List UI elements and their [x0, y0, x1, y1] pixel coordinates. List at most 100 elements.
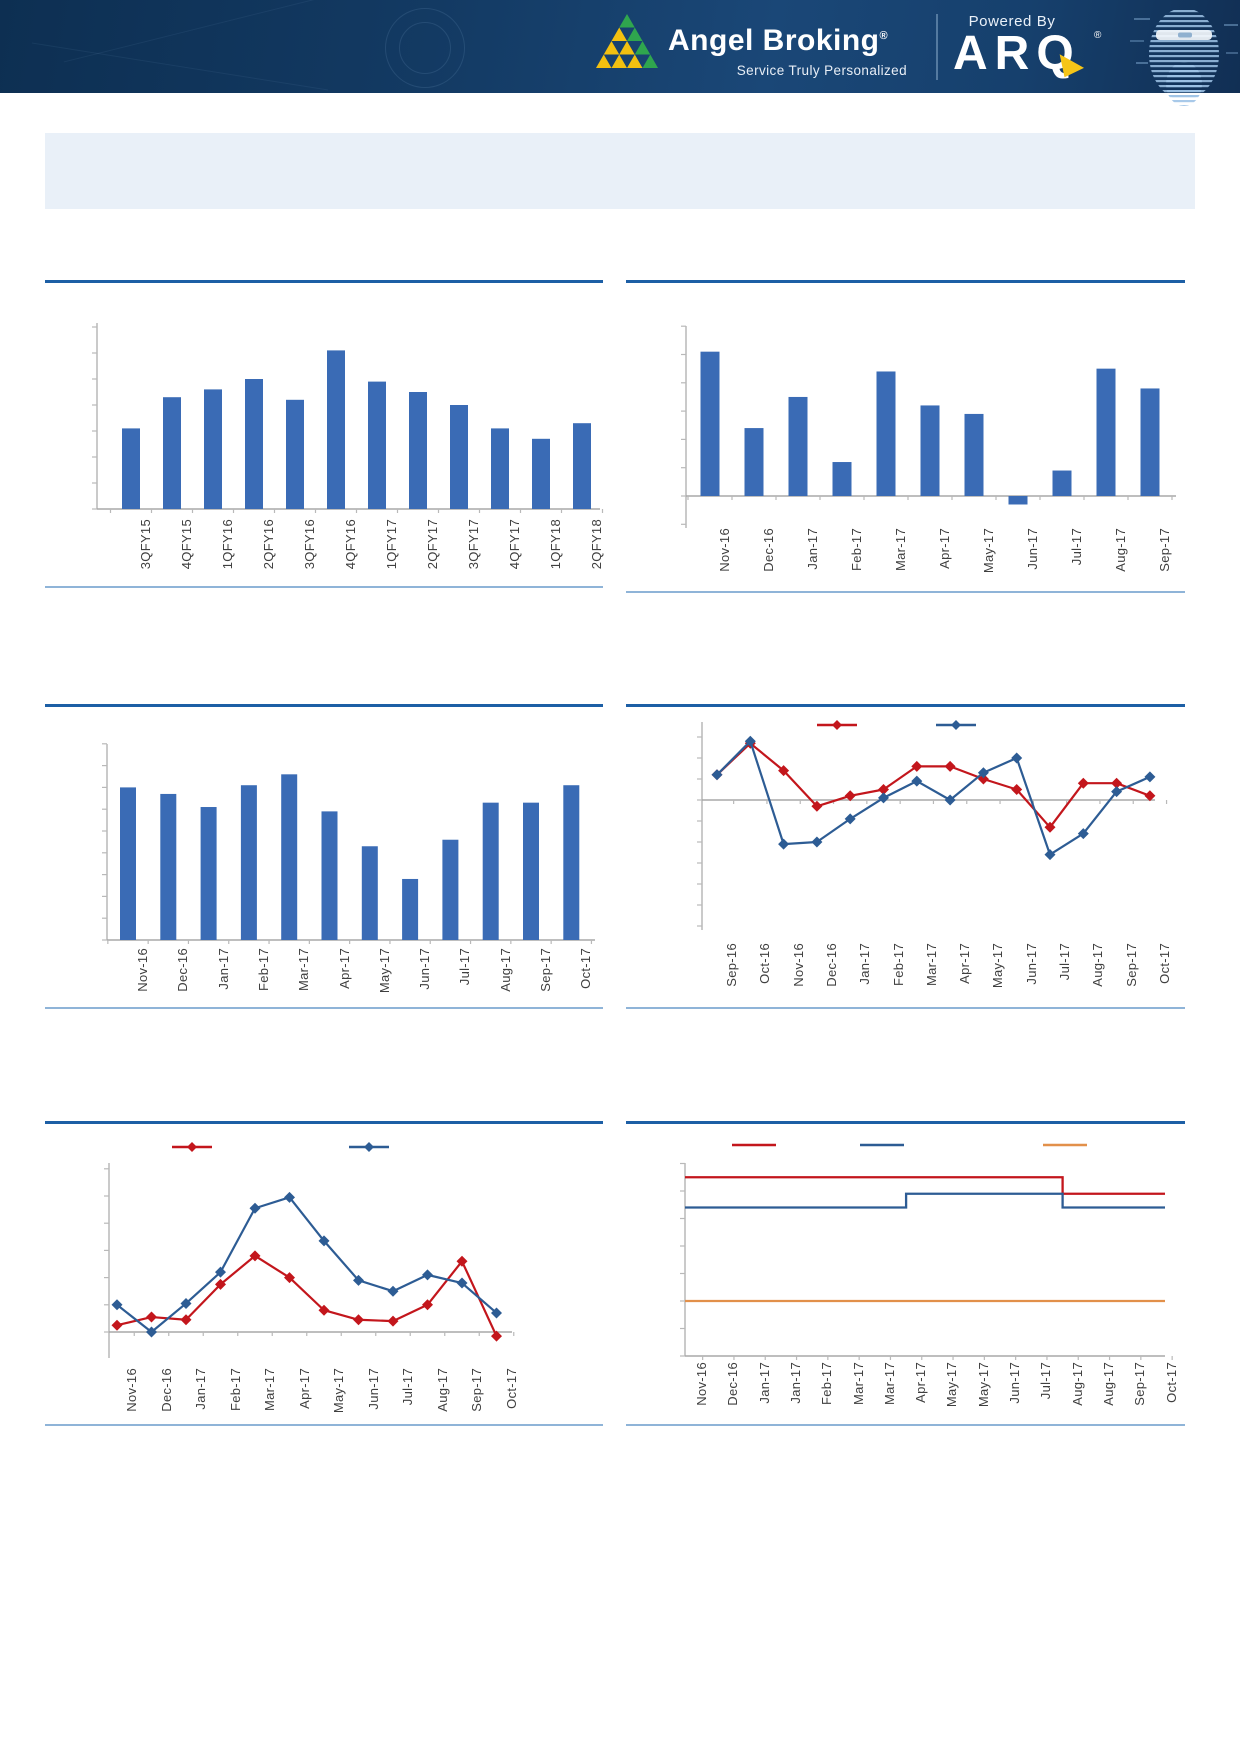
x-axis-label: Dec-16 — [823, 943, 839, 987]
chart2-top-rule — [626, 280, 1185, 283]
x-axis-label: Aug-17 — [434, 1368, 450, 1412]
x-axis-label: Feb-17 — [849, 528, 864, 571]
x-axis-label: 1QFY17 — [384, 519, 399, 570]
data-point-marker — [811, 836, 823, 848]
brand-name: Angel Broking® — [668, 24, 888, 58]
x-axis-label: 4QFY15 — [179, 519, 194, 570]
data-point-marker — [1111, 786, 1123, 798]
chart6-top-rule — [626, 1121, 1185, 1124]
x-axis-label: Mar-17 — [262, 1368, 277, 1411]
data-point-marker — [1044, 849, 1056, 861]
x-axis-label: Aug-17 — [497, 948, 513, 992]
x-axis-label: Jun-17 — [1023, 943, 1039, 985]
data-point-marker — [911, 760, 923, 772]
x-axis-label: Mar-17 — [923, 943, 939, 986]
data-point-marker — [146, 1326, 157, 1338]
x-axis-label: Apr-17 — [296, 1368, 312, 1409]
bar — [744, 428, 764, 496]
x-axis-label: Mar-17 — [893, 528, 908, 571]
bar — [245, 379, 263, 509]
header-band: Angel Broking® Service Truly Personalize… — [0, 0, 1240, 106]
bar — [482, 802, 499, 940]
bar — [920, 405, 940, 496]
x-axis-label: Feb-17 — [255, 948, 271, 991]
data-point-marker — [1011, 784, 1023, 795]
x-axis-label: Jul-17 — [1069, 528, 1084, 566]
x-axis-label: Dec-16 — [725, 1362, 741, 1406]
bar — [163, 397, 181, 509]
x-axis-label: 2QFY16 — [261, 519, 276, 570]
bar — [361, 846, 378, 940]
x-axis-label: Nov-16 — [790, 943, 806, 987]
x-axis-label: Feb-17 — [890, 943, 906, 986]
brand-tagline: Service Truly Personalized — [736, 63, 907, 78]
header-divider — [936, 14, 938, 80]
bar — [120, 787, 136, 940]
x-axis-label: Oct-17 — [578, 948, 594, 989]
data-point-marker — [844, 813, 856, 825]
x-axis-label: Dec-16 — [761, 528, 776, 572]
bar — [442, 839, 459, 940]
x-axis-label: Mar-17 — [850, 1362, 866, 1405]
bar — [409, 392, 427, 509]
chart3-bottom-rule — [45, 1007, 603, 1009]
x-axis-label: Jun-17 — [1025, 528, 1040, 570]
data-point-marker — [387, 1285, 399, 1297]
data-point-marker — [1011, 752, 1023, 764]
registered-mark: ® — [879, 30, 889, 42]
x-axis-label: Sep-17 — [1123, 943, 1139, 987]
x-axis-label: May-17 — [376, 948, 392, 994]
digital-face-graphic — [1130, 8, 1238, 106]
series-line — [116, 1196, 498, 1334]
x-axis-label: Nov-16 — [694, 1362, 709, 1406]
bar — [321, 811, 338, 940]
legend-marker — [364, 1142, 374, 1152]
x-axis-label: Sep-17 — [538, 948, 553, 992]
c3-bar-chart — [102, 743, 595, 944]
x-axis-label: Jan-17 — [193, 1368, 208, 1410]
data-point-marker — [318, 1235, 330, 1247]
data-point-marker — [1044, 821, 1056, 833]
data-point-marker — [422, 1299, 433, 1311]
c2-bar-chart — [681, 325, 1176, 528]
data-point-marker — [744, 735, 756, 747]
data-point-marker — [146, 1311, 157, 1323]
data-point-marker — [944, 794, 956, 806]
x-axis-label: 3QFY17 — [466, 519, 481, 570]
chart4-bottom-rule — [626, 1007, 1185, 1009]
x-axis-label: May-17 — [331, 1368, 346, 1414]
bar — [573, 423, 591, 509]
x-axis-label: Sep-16 — [724, 943, 739, 987]
x-axis-label: Jul-17 — [1038, 1362, 1054, 1400]
data-point-marker — [284, 1272, 295, 1284]
data-point-marker — [1077, 777, 1089, 789]
bar — [327, 350, 345, 509]
bar — [1096, 368, 1116, 496]
chart5-bottom-rule — [45, 1424, 603, 1426]
bar — [491, 428, 509, 509]
chart2-bottom-rule — [626, 591, 1185, 593]
data-point-marker — [284, 1191, 295, 1203]
x-axis-label: Nov-16 — [124, 1368, 139, 1412]
data-point-marker — [1144, 790, 1156, 802]
bar — [532, 438, 550, 509]
data-point-marker — [456, 1277, 468, 1289]
data-point-marker — [422, 1269, 433, 1281]
x-axis-label: Apr-17 — [336, 948, 352, 989]
circuit-ring-decoration — [385, 8, 465, 88]
chart6-bottom-rule — [626, 1424, 1185, 1426]
series-step-line — [685, 1176, 1165, 1195]
bar — [700, 351, 720, 496]
x-axis-label: May-17 — [981, 528, 996, 574]
data-point-marker — [811, 800, 823, 812]
bar — [523, 802, 539, 940]
bar — [402, 878, 419, 940]
series-line — [116, 1254, 498, 1337]
bar — [788, 396, 808, 496]
data-point-marker — [778, 765, 790, 777]
data-point-marker — [491, 1330, 502, 1342]
x-axis-label: 3QFY16 — [302, 519, 317, 570]
circuit-ring-decoration — [399, 22, 451, 74]
series-line — [716, 742, 1151, 829]
c6-step-line-chart — [680, 1143, 1173, 1360]
